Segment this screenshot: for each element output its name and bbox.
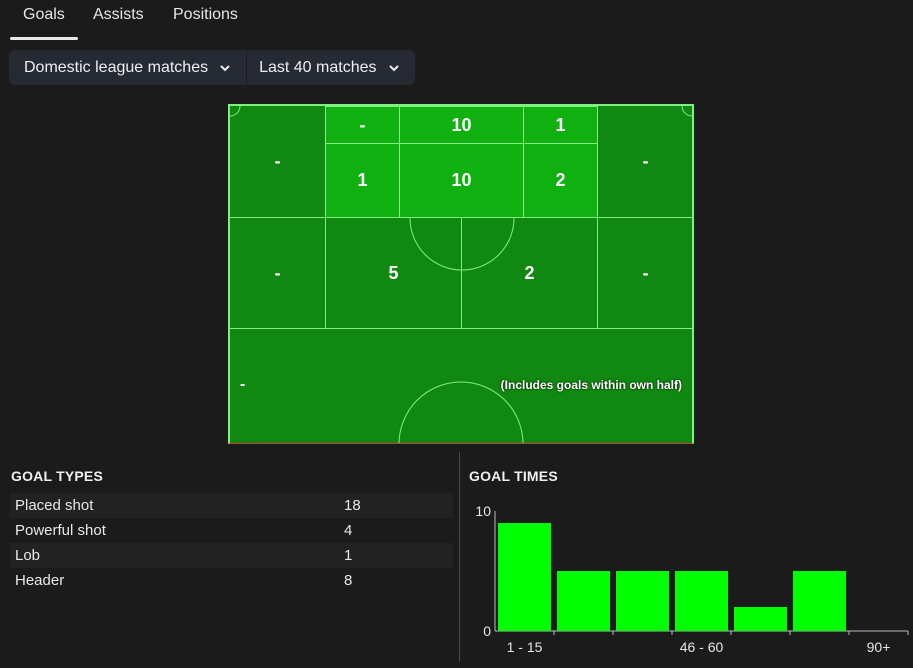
tab-goals[interactable]: Goals [23, 6, 65, 23]
tab-assists[interactable]: Assists [93, 6, 144, 23]
section-divider [459, 452, 460, 662]
competition-dropdown[interactable]: Domestic league matches [9, 50, 246, 85]
competition-dropdown-label: Domestic league matches [24, 58, 209, 76]
zone-own-half-value: - [240, 376, 246, 393]
zone-box-center: 10 [399, 143, 524, 218]
zone-outside-far-right: - [597, 217, 692, 329]
table-row: Header 8 [10, 568, 453, 593]
y-tick-label: 0 [483, 623, 491, 639]
goal-types-title: GOAL TYPES [11, 468, 103, 484]
goal-type-name: Powerful shot [15, 522, 106, 539]
goal-type-value: 1 [344, 547, 353, 564]
goal-type-value: 4 [344, 522, 353, 539]
zone-outside-far-left: - [230, 217, 326, 329]
zone-six-yard-left: - [325, 106, 400, 144]
y-tick-label: 10 [475, 503, 491, 519]
zone-six-yard-right: 1 [523, 106, 598, 144]
zone-wing-right: - [597, 106, 692, 218]
goal-zones-pitch: - 10 1 1 10 2 - - - 5 2 - - (Includes go… [228, 104, 694, 444]
table-row: Powerful shot 4 [10, 518, 453, 543]
chevron-down-icon [220, 64, 230, 71]
range-dropdown[interactable]: Last 40 matches [246, 50, 414, 85]
bar [616, 571, 669, 631]
zone-six-yard-center: 10 [399, 106, 524, 144]
table-row: Lob 1 [10, 543, 453, 568]
filter-bar: Domestic league matches Last 40 matches [9, 50, 415, 85]
tab-bar: Goals Assists Positions [0, 0, 913, 42]
range-dropdown-label: Last 40 matches [259, 58, 377, 76]
goal-type-name: Header [15, 572, 65, 589]
goal-times-chart: 0 10 1 - 15 46 - 60 90+ [475, 503, 909, 655]
pitch-markings [230, 106, 692, 443]
zone-box-right: 2 [523, 143, 598, 218]
active-tab-indicator [10, 37, 78, 40]
goal-type-name: Lob [15, 547, 41, 564]
x-tick-label: 1 - 15 [507, 639, 543, 655]
goal-type-name: Placed shot [15, 497, 94, 514]
goal-type-value: 8 [344, 572, 353, 589]
goal-times-title: GOAL TIMES [469, 468, 558, 484]
bar [734, 607, 787, 631]
zone-outside-right: 2 [461, 217, 598, 329]
bar [675, 571, 728, 631]
x-tick-label: 46 - 60 [680, 639, 724, 655]
goal-type-value: 18 [344, 497, 361, 514]
zone-outside-left: 5 [325, 217, 462, 329]
own-half-note: (Includes goals within own half) [500, 378, 682, 392]
goal-types-table: Placed shot 18 Powerful shot 4 Lob 1 Hea… [10, 493, 453, 593]
bar [793, 571, 846, 631]
zone-wing-left: - [230, 106, 326, 218]
bar [557, 571, 610, 631]
bar [498, 523, 551, 631]
x-tick-label: 90+ [867, 639, 891, 655]
tab-positions[interactable]: Positions [173, 6, 238, 23]
chevron-down-icon [388, 64, 399, 71]
zone-box-left: 1 [325, 143, 400, 218]
table-row: Placed shot 18 [10, 493, 453, 518]
